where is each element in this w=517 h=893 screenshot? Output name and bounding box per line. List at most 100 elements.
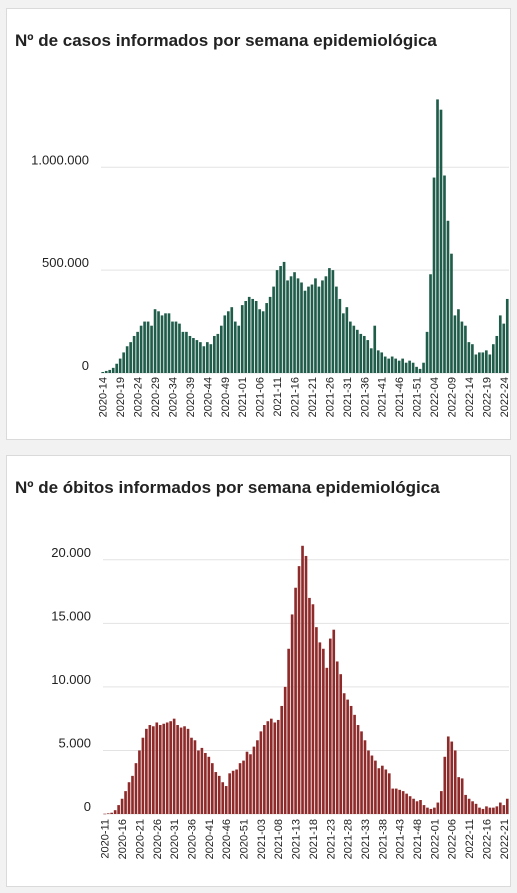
bar[interactable] — [104, 370, 108, 373]
bar[interactable] — [118, 358, 122, 373]
bar[interactable] — [380, 352, 384, 373]
bar[interactable] — [401, 791, 405, 814]
bar[interactable] — [179, 727, 183, 814]
bar[interactable] — [499, 802, 502, 814]
bar[interactable] — [249, 754, 252, 814]
bar[interactable] — [117, 805, 120, 814]
bar[interactable] — [181, 331, 185, 373]
bar[interactable] — [287, 648, 290, 814]
bar[interactable] — [453, 750, 457, 814]
bar[interactable] — [152, 726, 155, 814]
bar[interactable] — [101, 371, 105, 373]
bar[interactable] — [369, 348, 373, 373]
bar[interactable] — [328, 268, 331, 373]
bar[interactable] — [366, 340, 370, 373]
bar[interactable] — [478, 352, 481, 373]
bar[interactable] — [293, 272, 296, 373]
bar[interactable] — [129, 342, 132, 373]
bar[interactable] — [436, 99, 439, 374]
bar[interactable] — [481, 352, 485, 373]
bar[interactable] — [224, 786, 228, 814]
bar[interactable] — [446, 736, 450, 814]
bar[interactable] — [214, 772, 218, 814]
bar[interactable] — [297, 566, 301, 814]
bar[interactable] — [394, 788, 398, 814]
bar[interactable] — [186, 728, 190, 814]
bar[interactable] — [314, 278, 317, 373]
bar[interactable] — [453, 315, 457, 373]
bar[interactable] — [415, 366, 418, 373]
bar[interactable] — [301, 545, 304, 814]
bar[interactable] — [294, 587, 297, 814]
bar[interactable] — [169, 721, 172, 814]
bar[interactable] — [256, 740, 259, 814]
bar[interactable] — [207, 756, 211, 814]
bar[interactable] — [263, 725, 266, 814]
bar[interactable] — [422, 362, 425, 373]
bar[interactable] — [172, 718, 176, 814]
bar[interactable] — [370, 755, 374, 814]
bar[interactable] — [134, 763, 138, 814]
bar[interactable] — [387, 773, 391, 814]
bar[interactable] — [153, 309, 157, 373]
bar[interactable] — [405, 793, 408, 814]
bar[interactable] — [206, 342, 209, 373]
bar[interactable] — [450, 253, 453, 373]
bar[interactable] — [131, 775, 134, 814]
bar[interactable] — [328, 638, 332, 814]
bar[interactable] — [238, 763, 242, 814]
bar[interactable] — [273, 722, 277, 814]
bar[interactable] — [141, 737, 145, 814]
bar[interactable] — [221, 782, 225, 814]
bar[interactable] — [443, 756, 447, 814]
bar[interactable] — [460, 321, 464, 373]
bar[interactable] — [176, 725, 179, 814]
bar[interactable] — [242, 760, 245, 814]
bar[interactable] — [498, 315, 502, 373]
bar[interactable] — [401, 358, 404, 373]
bar[interactable] — [311, 604, 315, 814]
bar[interactable] — [157, 311, 160, 373]
bar[interactable] — [275, 270, 279, 373]
bar[interactable] — [162, 723, 166, 814]
bar[interactable] — [183, 726, 186, 814]
bar[interactable] — [464, 325, 467, 373]
bar[interactable] — [322, 648, 325, 814]
bar[interactable] — [492, 807, 495, 814]
bar[interactable] — [251, 298, 255, 373]
bar[interactable] — [425, 331, 429, 373]
bar[interactable] — [419, 800, 422, 814]
bar[interactable] — [165, 722, 169, 814]
bar[interactable] — [150, 325, 153, 373]
bar[interactable] — [113, 810, 117, 814]
bar[interactable] — [345, 307, 349, 373]
bar[interactable] — [415, 801, 419, 814]
bar[interactable] — [331, 270, 335, 373]
bar[interactable] — [439, 109, 443, 373]
bar[interactable] — [495, 335, 499, 373]
bar[interactable] — [122, 352, 125, 373]
bar[interactable] — [474, 354, 478, 373]
bar[interactable] — [404, 362, 408, 373]
bar[interactable] — [363, 740, 367, 814]
bar[interactable] — [335, 661, 339, 814]
bar[interactable] — [247, 296, 251, 373]
bar[interactable] — [440, 791, 443, 814]
bar[interactable] — [185, 331, 188, 373]
bar[interactable] — [276, 719, 280, 814]
bar[interactable] — [254, 301, 258, 373]
bar[interactable] — [245, 751, 249, 814]
bar[interactable] — [485, 806, 488, 814]
bar[interactable] — [383, 356, 387, 373]
bar[interactable] — [230, 307, 234, 373]
bar[interactable] — [362, 335, 366, 373]
bar[interactable] — [505, 798, 509, 814]
bar[interactable] — [304, 555, 308, 814]
bar[interactable] — [226, 311, 230, 373]
bar[interactable] — [190, 737, 193, 814]
bar[interactable] — [193, 740, 197, 814]
bar[interactable] — [213, 335, 216, 373]
bar[interactable] — [446, 220, 450, 373]
bar[interactable] — [280, 705, 284, 814]
bar[interactable] — [204, 752, 207, 814]
